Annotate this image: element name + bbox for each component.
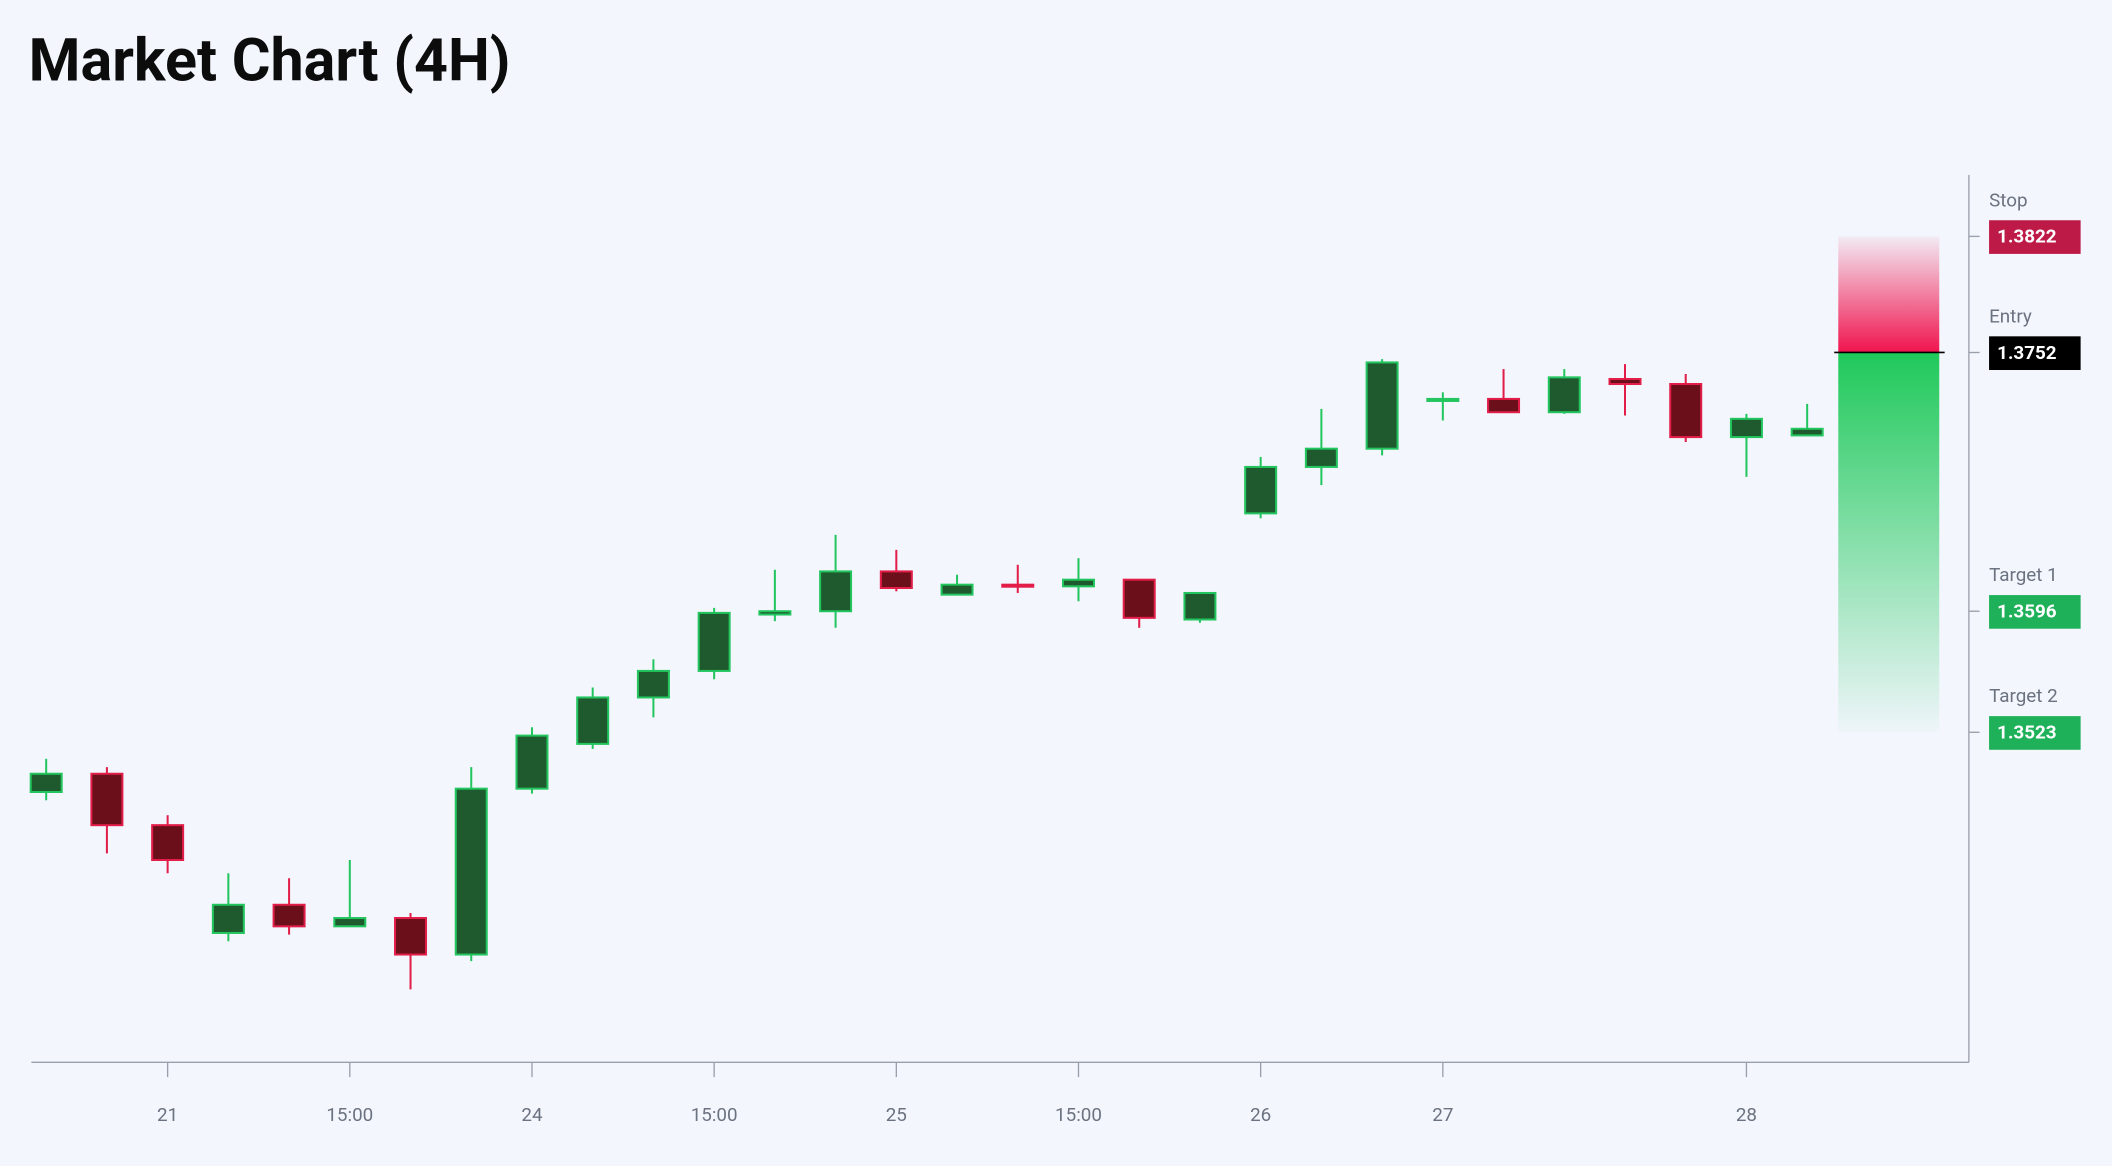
- level-value: 1.3523: [1997, 722, 2056, 744]
- x-tick-label: 24: [521, 1104, 543, 1126]
- candle-body: [819, 570, 853, 613]
- level-value: 1.3822: [1997, 226, 2057, 248]
- chart-title: Market Chart (4H): [29, 26, 511, 95]
- candle-body: [90, 772, 124, 827]
- candle-body: [636, 669, 670, 699]
- candle-body: [697, 611, 731, 672]
- candle-body: [1304, 447, 1338, 468]
- candle-body: [1061, 578, 1095, 588]
- candle-body: [394, 917, 428, 956]
- stop-zone: [1838, 236, 1940, 353]
- candle-body: [879, 570, 913, 590]
- x-tick-label: 15:00: [326, 1104, 373, 1126]
- candle-body: [1183, 591, 1217, 621]
- candle-body: [1244, 465, 1278, 515]
- candle-body: [1790, 427, 1824, 437]
- level-name: Target 2: [1989, 685, 2058, 707]
- candle-body: [1547, 376, 1581, 414]
- level-name: Entry: [1989, 305, 2032, 327]
- x-tick-label: 28: [1736, 1104, 1757, 1126]
- candle-body: [1608, 378, 1642, 386]
- candle-body: [272, 903, 306, 928]
- candle-body: [940, 583, 974, 596]
- target-zone: [1838, 352, 1940, 733]
- x-tick-label: 21: [157, 1104, 178, 1126]
- candle-body: [333, 917, 367, 928]
- level-value: 1.3596: [1997, 601, 2057, 623]
- level-value: 1.3752: [1997, 342, 2057, 364]
- candle-body: [211, 903, 245, 934]
- x-tick-label: 27: [1432, 1104, 1453, 1126]
- x-tick-label: 15:00: [691, 1104, 738, 1126]
- level-badge: [1989, 336, 2081, 370]
- level-badge: [1989, 220, 2081, 254]
- x-tick-label: 26: [1250, 1104, 1271, 1126]
- level-name: Target 1: [1989, 564, 2058, 586]
- x-tick-label: 25: [886, 1104, 907, 1126]
- level-badge: [1989, 595, 2081, 629]
- candle-body: [576, 696, 610, 745]
- candle-body: [454, 787, 488, 956]
- candle-body: [1122, 578, 1156, 619]
- candle-body: [151, 824, 185, 861]
- candle-body: [1365, 361, 1399, 450]
- candle-body: [29, 772, 63, 794]
- level-badge: [1989, 716, 2081, 750]
- candle-body: [1669, 382, 1703, 439]
- candle-body: [1729, 417, 1763, 439]
- candle-body: [758, 610, 792, 616]
- candle-body: [1426, 397, 1460, 402]
- x-tick-label: 15:00: [1055, 1104, 1102, 1126]
- level-name: Stop: [1989, 189, 2027, 211]
- candle-body: [1487, 397, 1521, 414]
- candle-body: [515, 734, 549, 790]
- candle-body: [1001, 583, 1035, 588]
